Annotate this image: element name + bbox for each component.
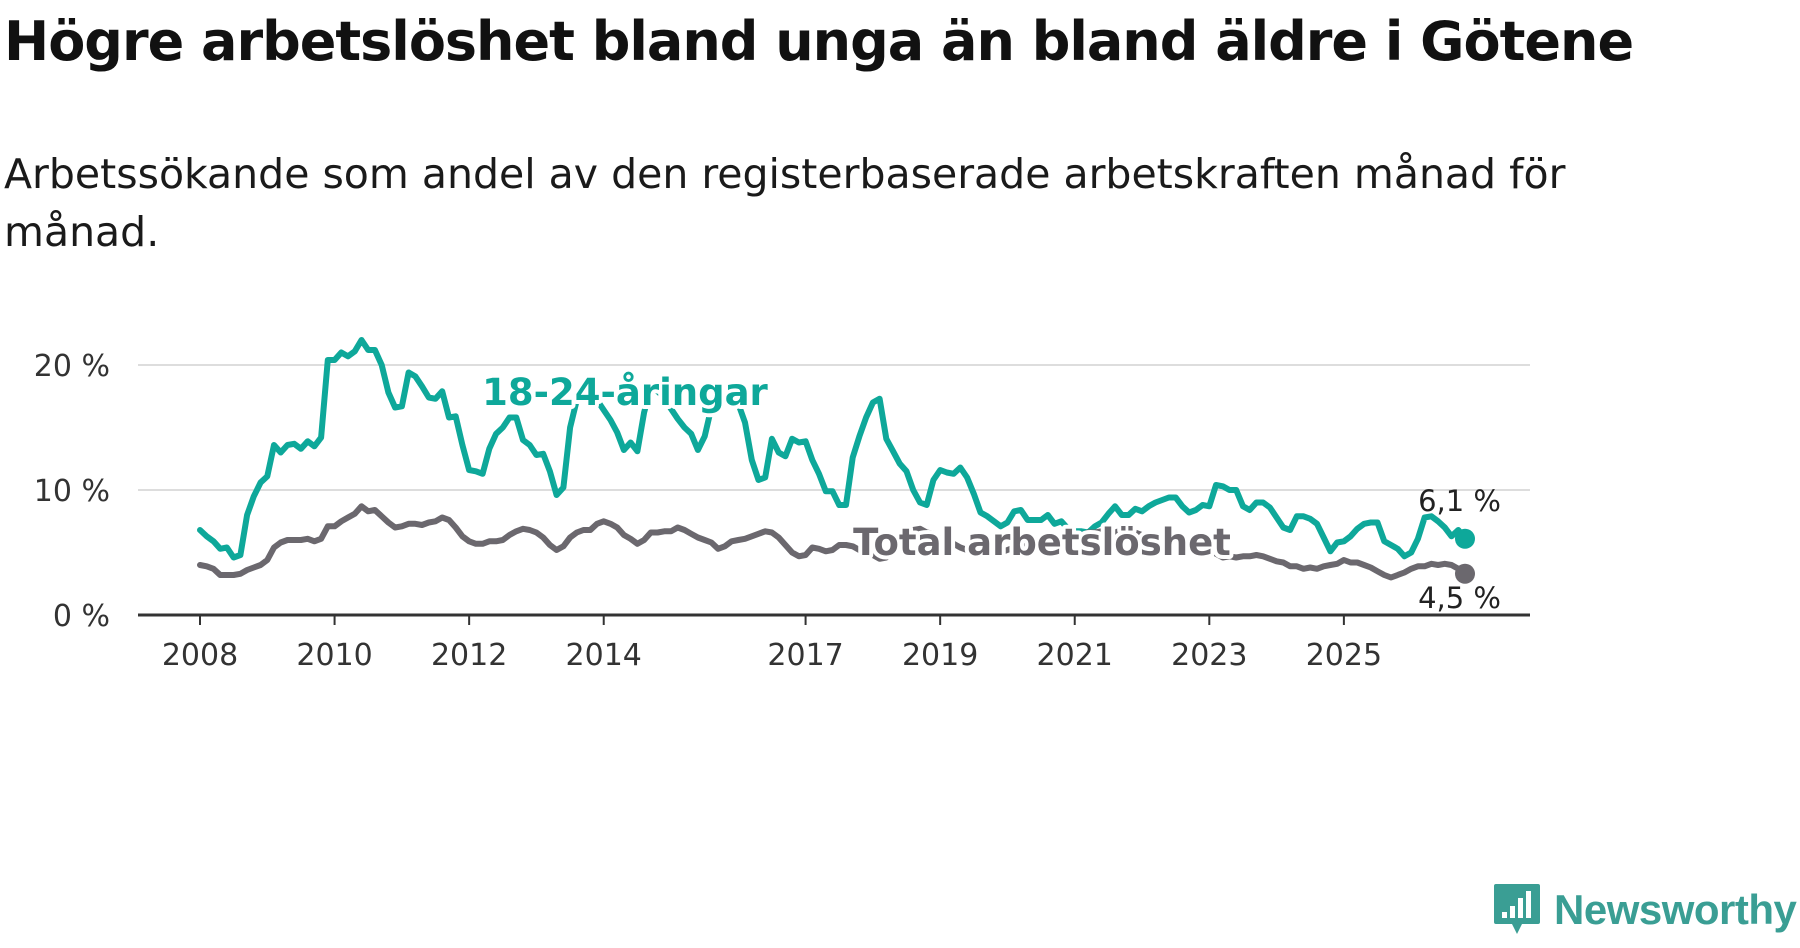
chart-title: Högre arbetslöshet bland unga än bland ä… (4, 10, 1634, 73)
end-label-total: 4,5 % (1418, 581, 1501, 615)
x-tick-label: 2014 (566, 638, 642, 673)
series-line-total (197, 503, 1475, 581)
x-tick-label: 2012 (431, 638, 507, 673)
newsworthy-brand-name: Newsworthy (1554, 886, 1797, 933)
end-label-youth: 6,1 % (1418, 484, 1501, 518)
y-tick-label: 0 % (53, 599, 110, 634)
x-tick-label: 2017 (767, 638, 843, 673)
newsworthy-brand: Newsworthy (1492, 882, 1797, 938)
x-tick-label: 2025 (1306, 638, 1382, 673)
series-line-youth (197, 337, 1468, 561)
series-label-total: Total arbetslöshet (853, 521, 1231, 564)
series-labels: 18-24-åringar Total arbetslöshet 6,1 % 4,5 … (478, 367, 1501, 615)
x-tick-label: 2023 (1171, 638, 1247, 673)
axes: 0 % 10 % 20 % 2008 2010 2012 2014 2017 2019 2021 2… (34, 349, 1530, 673)
end-dot-youth (1455, 528, 1475, 549)
x-tick-label: 2021 (1037, 638, 1113, 673)
end-dot-total (1455, 563, 1475, 584)
series-label-youth: 18-24-åringar (482, 371, 768, 414)
chart-subtitle: Arbetssökande som andel av den registerb… (4, 150, 1566, 256)
series-lines (197, 337, 1475, 581)
gridlines (138, 364, 1530, 491)
newsworthy-logo-icon (1494, 884, 1540, 934)
x-tick-label: 2010 (296, 638, 372, 673)
x-tick-label: 2008 (162, 638, 238, 673)
x-tick-label: 2019 (902, 638, 978, 673)
y-tick-label: 10 % (34, 474, 110, 509)
y-tick-label: 20 % (34, 349, 110, 384)
